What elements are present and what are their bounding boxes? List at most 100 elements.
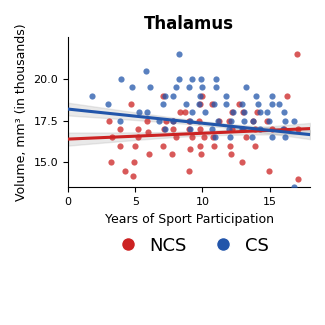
Point bbox=[144, 118, 149, 124]
Point bbox=[188, 118, 193, 124]
Point bbox=[146, 151, 151, 157]
Point bbox=[228, 118, 233, 124]
Point bbox=[118, 143, 123, 149]
Point bbox=[184, 101, 189, 107]
Point bbox=[108, 160, 113, 165]
Point bbox=[239, 160, 244, 165]
X-axis label: Years of Sport Participation: Years of Sport Participation bbox=[105, 213, 274, 226]
Point bbox=[209, 101, 215, 107]
Point bbox=[146, 130, 151, 135]
Point bbox=[211, 135, 216, 140]
Point bbox=[227, 135, 232, 140]
Point bbox=[292, 185, 297, 190]
Point bbox=[257, 110, 262, 115]
Point bbox=[174, 85, 179, 90]
Point bbox=[243, 85, 248, 90]
Point bbox=[270, 135, 275, 140]
Point bbox=[198, 101, 203, 107]
Point bbox=[170, 93, 175, 98]
Point bbox=[177, 110, 182, 115]
Point bbox=[250, 118, 255, 124]
Point bbox=[203, 110, 208, 115]
Point bbox=[283, 118, 288, 124]
Point bbox=[174, 135, 179, 140]
Point bbox=[109, 135, 114, 140]
Point bbox=[210, 126, 215, 132]
Point bbox=[145, 110, 150, 115]
Y-axis label: Volume, mm³ (in thousands): Volume, mm³ (in thousands) bbox=[15, 24, 28, 201]
Point bbox=[281, 110, 287, 115]
Point bbox=[270, 126, 275, 132]
Point bbox=[171, 118, 176, 124]
Point bbox=[161, 143, 166, 149]
Point bbox=[230, 110, 235, 115]
Point bbox=[266, 168, 271, 174]
Point bbox=[144, 68, 149, 73]
Point bbox=[280, 126, 286, 132]
Point bbox=[148, 85, 153, 90]
Point bbox=[257, 126, 262, 132]
Point bbox=[292, 118, 297, 124]
Point bbox=[295, 51, 300, 57]
Point bbox=[160, 93, 165, 98]
Point bbox=[188, 147, 193, 152]
Point bbox=[277, 101, 282, 107]
Point bbox=[253, 126, 258, 132]
Point bbox=[239, 126, 244, 132]
Point bbox=[190, 135, 195, 140]
Point bbox=[89, 93, 95, 98]
Point bbox=[237, 101, 242, 107]
Point bbox=[176, 76, 181, 82]
Point bbox=[213, 76, 218, 82]
Point bbox=[251, 118, 256, 124]
Point bbox=[214, 85, 219, 90]
Point bbox=[186, 126, 191, 132]
Point bbox=[196, 101, 201, 107]
Point bbox=[117, 118, 122, 124]
Point bbox=[264, 118, 269, 124]
Point bbox=[170, 126, 176, 132]
Legend: NCS, CS: NCS, CS bbox=[102, 229, 276, 262]
Point bbox=[284, 93, 290, 98]
Point bbox=[176, 51, 182, 57]
Point bbox=[197, 126, 202, 132]
Point bbox=[157, 118, 162, 124]
Point bbox=[243, 135, 248, 140]
Point bbox=[183, 110, 188, 115]
Point bbox=[254, 110, 260, 115]
Point bbox=[224, 101, 229, 107]
Point bbox=[131, 173, 136, 178]
Point bbox=[282, 135, 288, 140]
Point bbox=[135, 135, 140, 140]
Point bbox=[226, 126, 231, 132]
Point bbox=[256, 101, 261, 107]
Point bbox=[269, 93, 274, 98]
Point bbox=[240, 126, 245, 132]
Point bbox=[187, 118, 192, 124]
Point bbox=[117, 126, 122, 132]
Point bbox=[241, 110, 246, 115]
Point bbox=[198, 143, 203, 149]
Point bbox=[162, 126, 167, 132]
Point bbox=[212, 101, 217, 107]
Point bbox=[162, 126, 167, 132]
Point bbox=[171, 118, 176, 124]
Point bbox=[163, 118, 169, 124]
Point bbox=[264, 110, 269, 115]
Point bbox=[187, 126, 192, 132]
Point bbox=[131, 160, 136, 165]
Point bbox=[215, 118, 221, 124]
Point bbox=[136, 110, 142, 115]
Point bbox=[254, 93, 259, 98]
Point bbox=[212, 143, 217, 149]
Point bbox=[242, 118, 247, 124]
Point bbox=[240, 110, 246, 115]
Point bbox=[105, 101, 110, 107]
Point bbox=[122, 168, 127, 174]
Point bbox=[132, 143, 137, 149]
Point bbox=[212, 135, 217, 140]
Point bbox=[281, 126, 286, 132]
Point bbox=[187, 85, 192, 90]
Point bbox=[162, 93, 168, 98]
Point bbox=[199, 76, 204, 82]
